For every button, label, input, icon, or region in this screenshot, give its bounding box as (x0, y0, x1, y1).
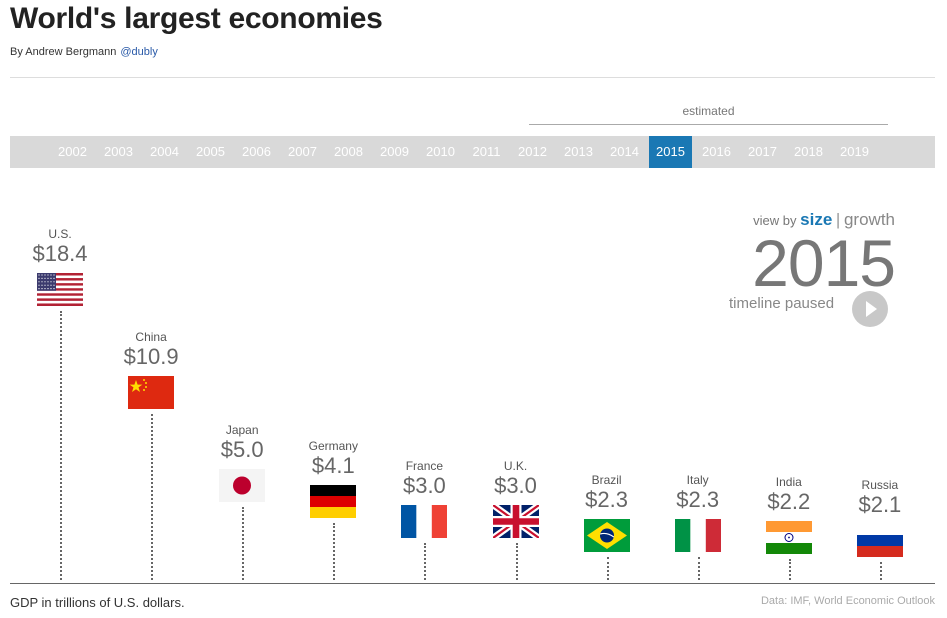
gdp-value-label: $2.3 (676, 487, 720, 513)
chart-baseline (10, 583, 935, 584)
bar-france: France $3.0 (384, 459, 464, 580)
year-tab-2006[interactable]: 2006 (242, 144, 271, 159)
author-name: By Andrew Bergmann (10, 46, 117, 58)
year-tab-2003[interactable]: 2003 (104, 144, 133, 159)
header-divider (10, 77, 935, 78)
india-flag (765, 521, 812, 555)
bar-china: China $10.9 (111, 330, 191, 580)
country-label: Germany (308, 438, 358, 453)
gdp-value-label: $3.0 (402, 473, 446, 499)
byline: By Andrew Bergmann @dubly (10, 46, 158, 58)
year-tab-2008[interactable]: 2008 (334, 144, 363, 159)
view-by-label: view by (753, 213, 797, 228)
twitter-handle-link[interactable]: @dubly (120, 46, 158, 58)
country-label: France (405, 459, 444, 474)
view-by-size-option[interactable]: size (800, 210, 833, 229)
bar-stem (788, 559, 791, 580)
year-tab-2013[interactable]: 2013 (564, 144, 593, 159)
bar-stem (333, 522, 336, 580)
country-label: Brazil (591, 473, 622, 488)
gdp-value-label: $2.2 (767, 489, 811, 515)
year-tab-2010[interactable]: 2010 (426, 144, 455, 159)
year-tab-2015[interactable]: 2015 (649, 136, 692, 168)
bar-stem (60, 311, 62, 580)
bar-stem (151, 413, 154, 580)
year-tab-2009[interactable]: 2009 (380, 144, 409, 159)
bar-stem (424, 543, 427, 580)
bar-stem (606, 557, 609, 580)
gdp-value-label: $10.9 (123, 343, 179, 369)
year-tab-2002[interactable]: 2002 (58, 144, 87, 159)
france-flag (401, 505, 448, 539)
bar-germany: Germany $4.1 (293, 439, 373, 580)
timeline-status: timeline paused (729, 295, 835, 312)
gdp-value-label: $4.1 (311, 452, 355, 478)
view-by-toggle: view by size | growth (753, 210, 895, 230)
year-tab-2004[interactable]: 2004 (150, 144, 179, 159)
bar-stem (697, 557, 700, 580)
bar-japan: Japan $5.0 (202, 423, 282, 580)
year-timeline: 2002 2003 2004 2005 2006 2007 2008 2009 2010 2011… (10, 136, 935, 168)
year-tab-2016[interactable]: 2016 (702, 144, 731, 159)
bar-brazil: Brazil $2.3 (567, 473, 647, 580)
bar-india: India $2.2 (749, 475, 829, 580)
gdp-value-label: $5.0 (220, 436, 264, 462)
country-label: U.S. (48, 227, 72, 241)
russia-flag (856, 523, 903, 557)
china-flag (128, 375, 175, 409)
bar-us: U.S. $18.4 (20, 227, 100, 580)
estimated-bracket (529, 124, 888, 125)
country-label: Italy (686, 473, 709, 488)
view-by-growth-option[interactable]: growth (843, 210, 895, 229)
gdp-value-label: $3.0 (494, 473, 537, 499)
year-tab-2011[interactable]: 2011 (472, 144, 501, 159)
country-label: China (135, 329, 167, 344)
bar-russia: Russia $2.1 (840, 478, 920, 580)
year-tab-2018[interactable]: 2018 (794, 144, 823, 159)
estimated-label: estimated (682, 104, 735, 118)
page-title: World's largest economies (10, 2, 383, 35)
bar-italy: Italy $2.3 (658, 473, 738, 580)
italy-flag (674, 519, 721, 553)
country-label: U.K. (503, 459, 528, 474)
year-tab-2017[interactable]: 2017 (748, 144, 777, 159)
uk-flag (492, 505, 539, 539)
year-tab-2014[interactable]: 2014 (610, 144, 639, 159)
gdp-value-label: $2.3 (585, 487, 628, 513)
bar-stem (515, 543, 518, 580)
us-flag (37, 273, 83, 306)
japan-flag (219, 468, 266, 502)
gdp-value-label: $18.4 (32, 241, 88, 266)
brazil-flag (583, 519, 630, 553)
country-label: India (775, 475, 802, 490)
view-by-separator: | (835, 210, 841, 229)
bar-stem (242, 506, 245, 580)
country-label: Japan (225, 422, 259, 437)
year-tab-2007[interactable]: 2007 (288, 144, 317, 159)
bar-stem (879, 561, 882, 580)
germany-flag (310, 484, 357, 518)
data-source: Data: IMF, World Economic Outlook (760, 595, 935, 607)
play-button[interactable] (852, 291, 888, 327)
current-year-display: 2015 (752, 226, 896, 300)
gdp-value-label: $2.1 (858, 491, 902, 517)
year-tab-2012[interactable]: 2012 (518, 144, 547, 159)
year-tab-2005[interactable]: 2005 (196, 144, 225, 159)
bar-uk: U.K. $3.0 (476, 459, 556, 580)
country-label: Russia (861, 477, 899, 492)
units-footnote: GDP in trillions of U.S. dollars. (10, 595, 185, 610)
year-tab-2019[interactable]: 2019 (840, 144, 869, 159)
